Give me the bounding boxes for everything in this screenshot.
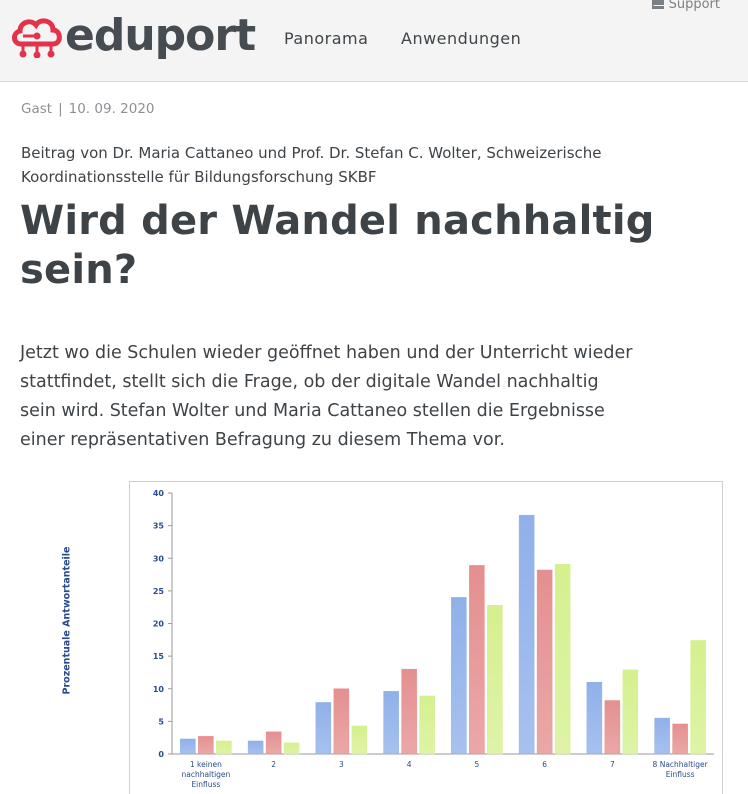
bar (180, 738, 196, 755)
x-tick-label: 2 (271, 760, 276, 769)
article-byline: Beitrag von Dr. Maria Cattaneo und Prof.… (21, 144, 602, 186)
bar (672, 723, 688, 755)
bar (247, 740, 264, 755)
bar (198, 736, 214, 755)
bar (451, 597, 467, 755)
cloud-network-icon (12, 18, 62, 58)
x-tick-label: 7 (610, 760, 615, 769)
bar (401, 668, 417, 755)
bar (554, 563, 571, 755)
article-title: Wird der Wandel nachhaltig sein? (20, 198, 655, 293)
meta-separator: | (58, 101, 63, 117)
bar (690, 640, 706, 755)
x-tick-label: 3 (339, 760, 344, 769)
y-tick-label: 15 (153, 652, 165, 661)
y-tick-label: 5 (158, 717, 164, 726)
support-label: Support (668, 0, 720, 12)
bar (487, 604, 503, 755)
article-meta: Gast | 10. 09. 2020 (21, 101, 155, 117)
bar (351, 725, 368, 755)
bar (265, 731, 282, 755)
survey-bar-chart: 0 5 10 15 20 25 30 35 40 1 keinen nachhaltigen Einf… (129, 481, 723, 794)
bar (654, 717, 670, 755)
x-tick-label: 6 (542, 760, 547, 769)
bar (586, 681, 603, 755)
bar (536, 569, 553, 755)
y-tick-label: 30 (153, 554, 165, 563)
x-tick-label: 4 (407, 760, 412, 769)
y-tick-label: 10 (153, 685, 165, 694)
bar (283, 742, 300, 755)
author-label[interactable]: Gast (21, 101, 53, 117)
y-tick-label: 40 (153, 489, 165, 498)
bar (469, 565, 485, 755)
eduport-logo[interactable]: eduport (11, 10, 256, 64)
mail-icon (651, 0, 665, 9)
y-tick-label: 25 (153, 587, 165, 596)
bar (518, 514, 535, 755)
bar (333, 688, 350, 755)
logo-wordmark: eduport (65, 10, 256, 61)
bar (622, 669, 639, 755)
y-axis-title: Prozentuale Antwortanteile (61, 546, 73, 695)
publish-date: 10. 09. 2020 (68, 101, 155, 117)
x-tick-label: 8 Nachhaltiger Einfluss (653, 760, 709, 779)
bar (604, 700, 621, 755)
bar (315, 702, 332, 755)
x-tick-label: 1 keinen nachhaltigen Einfluss (181, 760, 230, 789)
bar (383, 691, 399, 755)
y-tick-label: 35 (153, 522, 165, 531)
x-tick-label: 5 (474, 760, 479, 769)
bar (216, 740, 232, 755)
bar (419, 695, 435, 755)
y-tick-label: 0 (158, 750, 164, 759)
nav-item-anwendungen[interactable]: Anwendungen (401, 29, 522, 48)
support-link[interactable]: Support (651, 0, 720, 12)
y-tick-label: 20 (153, 620, 165, 629)
nav-item-panorama[interactable]: Panorama (284, 29, 369, 48)
top-navigation-bar: eduport Panorama Anwendungen Support (0, 0, 748, 82)
article-lead: Jetzt wo die Schulen wieder geöffnet hab… (20, 343, 633, 450)
